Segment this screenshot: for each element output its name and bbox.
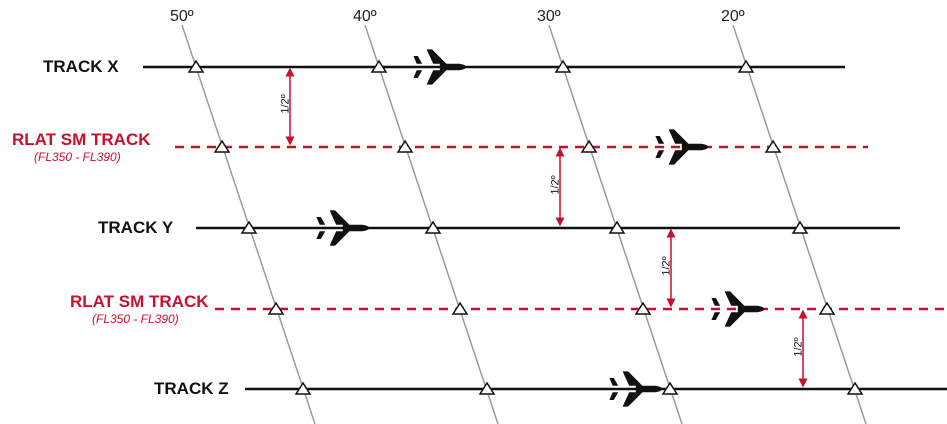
triangle-waypoint-icon <box>451 301 469 315</box>
rlat-track-1-levels: (FL350 - FL390) <box>34 150 121 164</box>
rlat-track-2-levels: (FL350 - FL390) <box>92 312 179 326</box>
meridian-lines <box>181 24 867 424</box>
longitude-label-30: 30º <box>537 8 561 25</box>
triangle-waypoint-icon <box>818 301 836 315</box>
separation-label-2: 1/2º <box>549 175 562 195</box>
triangle-waypoint-icon <box>634 301 652 315</box>
triangle-waypoint-icon <box>370 59 388 73</box>
longitude-label-20: 20º <box>721 8 745 25</box>
triangle-waypoint-icon <box>846 381 864 395</box>
rlat-track-1-label: RLAT SM TRACK <box>12 130 151 149</box>
triangle-waypoint-icon <box>187 59 205 73</box>
track-y-label: TRACK Y <box>98 218 174 237</box>
separation-label-3: 1/2º <box>660 256 673 276</box>
longitude-label-50: 50º <box>170 8 194 25</box>
separation-label-1: 1/2º <box>279 94 292 114</box>
triangle-waypoint-icon <box>764 139 782 153</box>
triangle-waypoint-icon <box>554 59 572 73</box>
waypoints <box>187 59 864 395</box>
track-z-label: TRACK Z <box>154 379 229 398</box>
triangle-waypoint-icon <box>424 220 442 234</box>
triangle-waypoint-icon <box>267 301 285 315</box>
triangle-waypoint-icon <box>661 381 679 395</box>
longitude-label-40: 40º <box>353 8 377 25</box>
triangle-waypoint-icon <box>240 220 258 234</box>
triangle-waypoint-icon <box>478 381 496 395</box>
triangle-waypoint-icon <box>294 381 312 395</box>
rlat-track-2-label: RLAT SM TRACK <box>70 292 209 311</box>
triangle-waypoint-icon <box>396 139 414 153</box>
triangle-waypoint-icon <box>791 220 809 234</box>
triangle-waypoint-icon <box>737 59 755 73</box>
triangle-waypoint-icon <box>608 220 626 234</box>
separation-label-4: 1/2º <box>792 337 805 357</box>
track-x-label: TRACK X <box>43 57 119 76</box>
triangle-waypoint-icon <box>580 139 598 153</box>
triangle-waypoint-icon <box>213 139 231 153</box>
